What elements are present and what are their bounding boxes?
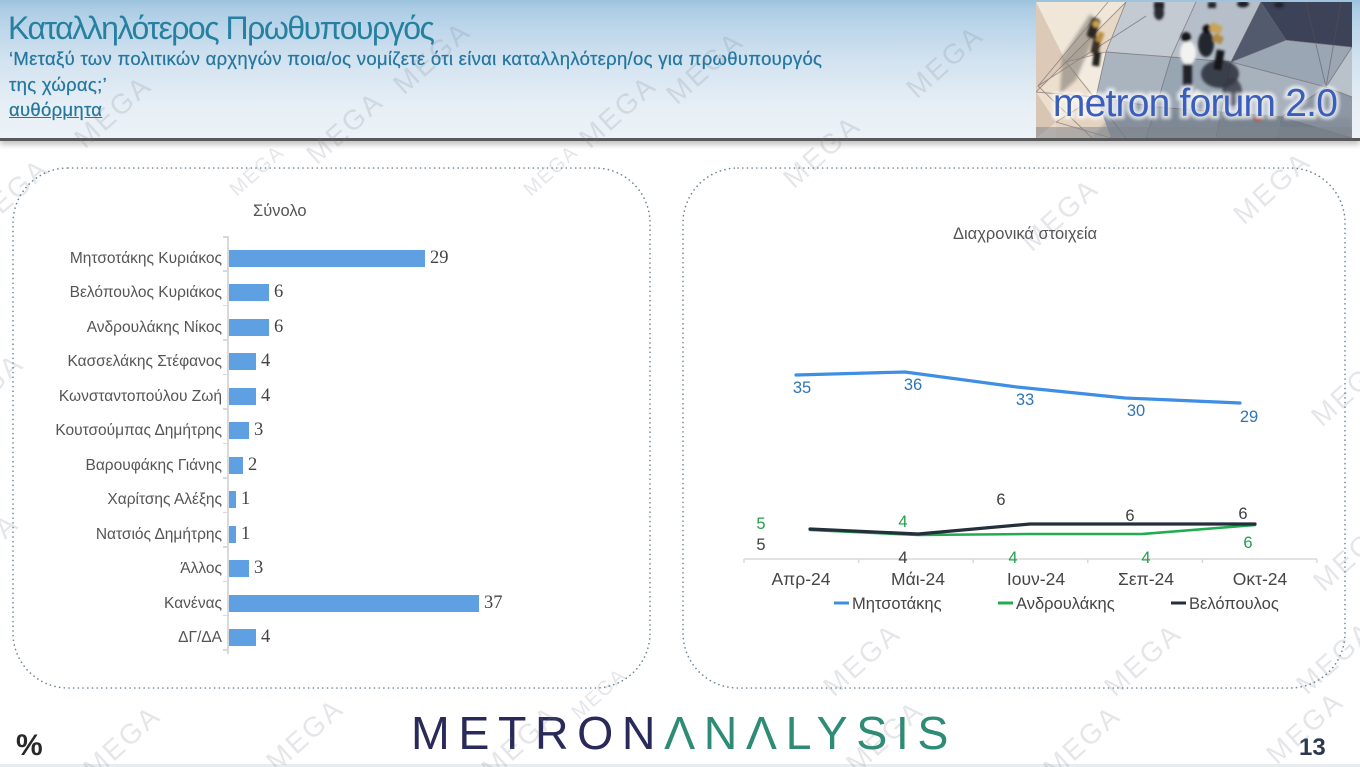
svg-text:Ιουν-24: Ιουν-24	[1007, 569, 1065, 589]
svg-text:5: 5	[756, 515, 765, 533]
svg-text:Οκτ-24: Οκτ-24	[1233, 569, 1288, 589]
svg-text:6: 6	[1243, 534, 1252, 552]
svg-text:4: 4	[1141, 549, 1150, 567]
svg-text:6: 6	[1238, 505, 1247, 523]
svg-text:4: 4	[898, 549, 907, 567]
svg-text:5: 5	[756, 536, 765, 554]
svg-text:30: 30	[1127, 402, 1145, 420]
svg-text:33: 33	[1016, 391, 1034, 409]
svg-text:Μητσοτάκης: Μητσοτάκης	[852, 595, 942, 613]
svg-text:Απρ-24: Απρ-24	[772, 569, 831, 589]
svg-text:35: 35	[793, 379, 811, 397]
svg-text:6: 6	[996, 491, 1005, 509]
svg-text:4: 4	[898, 513, 907, 531]
svg-text:Σεπ-24: Σεπ-24	[1118, 569, 1174, 589]
svg-text:Ανδρουλάκης: Ανδρουλάκης	[1016, 595, 1115, 613]
svg-text:Μάι-24: Μάι-24	[891, 569, 945, 589]
svg-text:6: 6	[1125, 507, 1134, 525]
svg-text:36: 36	[904, 376, 922, 394]
svg-text:metron forum 2.0: metron forum 2.0	[1053, 82, 1337, 125]
svg-text:Βελόπουλος: Βελόπουλος	[1189, 595, 1279, 613]
svg-text:29: 29	[1240, 408, 1258, 426]
svg-text:4: 4	[1008, 549, 1017, 567]
svg-text:metron forum 2.0: metron forum 2.0	[1053, 82, 1337, 125]
